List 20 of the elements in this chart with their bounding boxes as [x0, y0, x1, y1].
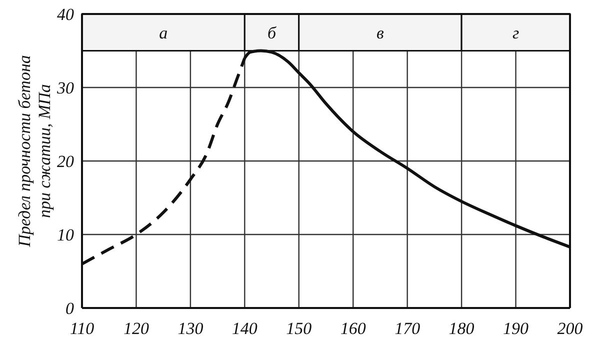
band-label: в: [376, 23, 385, 42]
x-tick-label: 200: [557, 319, 584, 338]
x-tick-label: 180: [448, 319, 475, 338]
x-tick-label: 150: [286, 319, 312, 338]
x-tick-label: 160: [340, 319, 366, 338]
x-tick-label: 170: [394, 319, 421, 338]
y-axis-title: Предел прочности бетона при сжатии, МПа: [15, 55, 54, 248]
band-label: г: [512, 23, 520, 42]
y-tick-label: 0: [66, 299, 74, 318]
band-label: а: [159, 23, 168, 42]
y-tick-label: 30: [56, 78, 74, 98]
x-tick-label: 130: [178, 319, 204, 338]
band-label: б: [267, 23, 276, 42]
y-tick-label: 20: [57, 152, 74, 172]
x-tick-label: 190: [503, 319, 530, 338]
y-tick-label: 40: [57, 5, 74, 24]
x-tick-label: 140: [232, 319, 258, 338]
x-tick-label: 120: [123, 319, 150, 338]
y-tick-label: 10: [57, 226, 74, 245]
x-tick-label: 110: [70, 319, 95, 338]
